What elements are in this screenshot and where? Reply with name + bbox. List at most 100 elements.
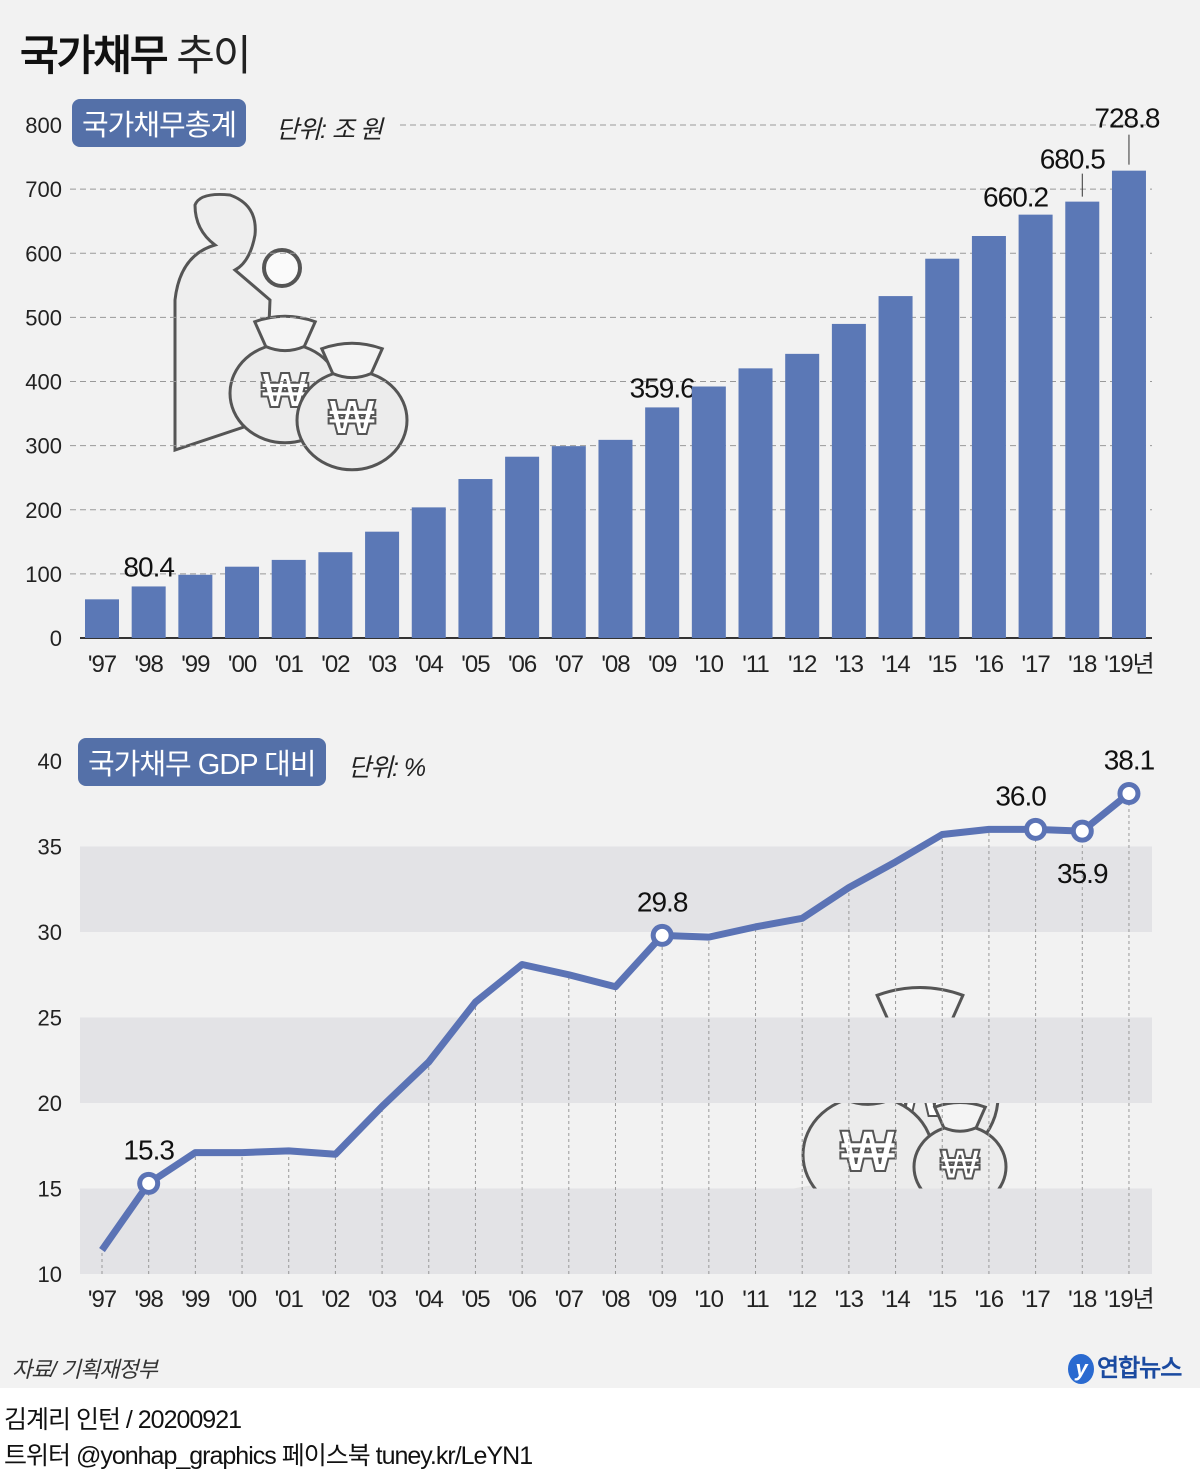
- x-tick-label: '00: [228, 1286, 257, 1313]
- yonhap-logo: y 연합뉴스: [1068, 1348, 1182, 1384]
- x-tick-label: '97: [88, 651, 117, 678]
- bar-'13: [831, 323, 866, 638]
- bag-neck: [319, 341, 385, 380]
- data-point-marker: [1070, 819, 1094, 843]
- bar-'09: [645, 407, 680, 638]
- x-tick-label: '10: [695, 651, 724, 678]
- social-text: 트위터 @yonhap_graphics 페이스북 tuney.kr/LeYN1: [4, 1442, 533, 1470]
- bar-'05: [458, 479, 493, 638]
- x-tick-label: '02: [321, 1286, 350, 1313]
- y-tick-label: 0: [50, 626, 62, 651]
- data-label: 359.6: [630, 372, 695, 403]
- x-tick-label: '19년: [1104, 1286, 1153, 1313]
- data-point-marker: [1024, 817, 1048, 841]
- x-tick-label: '00: [228, 651, 257, 678]
- x-tick-label: '16: [975, 651, 1004, 678]
- data-label: 15.3: [123, 1134, 174, 1165]
- x-tick-label: '03: [368, 651, 397, 678]
- source-text: 자료/ 기획재정부: [12, 1357, 158, 1382]
- y-tick-label: 300: [25, 434, 62, 459]
- x-tick-label: '03: [368, 1286, 397, 1313]
- x-tick-label: '08: [601, 1286, 630, 1313]
- y-tick-label: 30: [38, 920, 62, 945]
- page-title: 국가채무 추이: [20, 22, 252, 83]
- data-label: 38.1: [1104, 744, 1155, 775]
- x-tick-label: '01: [275, 1286, 304, 1313]
- x-tick-label: '98: [135, 651, 164, 678]
- bar-'18: [1065, 201, 1100, 638]
- x-tick-label: '17: [1021, 651, 1050, 678]
- won-icon: ₩: [940, 1141, 980, 1187]
- line-chart-title: 국가채무 GDP 대비: [78, 738, 326, 786]
- bag-neck: [932, 1101, 988, 1133]
- data-label: 680.5: [1040, 144, 1105, 175]
- x-tick-label: '18: [1068, 1286, 1097, 1313]
- title-bold: 국가채무: [20, 32, 169, 79]
- bar-'99: [178, 574, 213, 638]
- y-tick-label: 20: [38, 1091, 62, 1116]
- bar-'14: [878, 296, 913, 638]
- y-tick-label: 35: [38, 835, 62, 860]
- x-tick-label: '18: [1068, 651, 1097, 678]
- x-tick-label: '07: [555, 1286, 584, 1313]
- y-tick-label: 10: [38, 1262, 62, 1287]
- data-point-marker: [650, 923, 674, 947]
- x-tick-label: '05: [461, 1286, 490, 1313]
- bar-'01: [271, 559, 306, 638]
- x-tick-label: '08: [601, 651, 630, 678]
- x-tick-label: '07: [555, 651, 584, 678]
- x-tick-label: '11: [742, 651, 769, 678]
- x-tick-label: '19년: [1104, 651, 1153, 678]
- x-tick-label: '98: [135, 1286, 164, 1313]
- x-tick-label: '09: [648, 1286, 677, 1313]
- bar-chart-title: 국가채무총계: [72, 99, 247, 147]
- x-tick-label: '04: [415, 651, 444, 678]
- bar-'06: [505, 456, 540, 638]
- x-tick-label: '14: [881, 1286, 910, 1313]
- x-tick-label: '05: [461, 651, 490, 678]
- x-tick-label: '10: [695, 1286, 724, 1313]
- x-tick-label: '02: [321, 651, 350, 678]
- x-tick-label: '97: [88, 1286, 117, 1313]
- x-tick-label: '12: [788, 1286, 817, 1313]
- y-tick-label: 400: [25, 370, 62, 395]
- magnifier-icon: [262, 248, 302, 288]
- y-tick-label: 200: [25, 498, 62, 523]
- data-label: 29.8: [637, 886, 688, 917]
- bar-'03: [365, 531, 400, 638]
- data-label: 35.9: [1057, 858, 1108, 889]
- x-tick-label: '12: [788, 651, 817, 678]
- bar-'12: [785, 353, 820, 638]
- logo-icon: y: [1068, 1354, 1094, 1384]
- x-tick-label: '09: [648, 651, 677, 678]
- y-tick-label: 25: [38, 1006, 62, 1031]
- logo-text: 연합뉴스: [1097, 1355, 1182, 1382]
- bar-'04: [411, 507, 446, 638]
- data-label: 660.2: [983, 182, 1048, 213]
- x-tick-label: '99: [181, 651, 210, 678]
- won-icon: ₩: [329, 390, 376, 445]
- credit-text: 김계리 인턴 / 20200921: [4, 1406, 242, 1434]
- bar-'19년: [1111, 170, 1146, 639]
- x-tick-label: '13: [835, 651, 864, 678]
- bar-'02: [318, 552, 353, 638]
- y-tick-label: 100: [25, 562, 62, 587]
- data-point-marker: [137, 1171, 161, 1195]
- line-chart-unit: 단위: %: [348, 754, 426, 782]
- bar-'16: [971, 236, 1006, 639]
- data-label: 728.8: [1094, 103, 1159, 134]
- y-tick-label: 15: [38, 1177, 62, 1202]
- x-tick-label: '04: [415, 1286, 444, 1313]
- bar-'11: [738, 368, 773, 638]
- x-tick-label: '15: [928, 651, 957, 678]
- x-tick-label: '17: [1021, 1286, 1050, 1313]
- data-point-marker: [1117, 781, 1141, 805]
- y-tick-label: 600: [25, 241, 62, 266]
- bar-'15: [925, 258, 960, 638]
- bar-'98: [131, 586, 166, 638]
- x-tick-label: '13: [835, 1286, 864, 1313]
- bag-neck: [252, 314, 318, 353]
- grid-band: [80, 1188, 1152, 1274]
- x-tick-label: '06: [508, 1286, 537, 1313]
